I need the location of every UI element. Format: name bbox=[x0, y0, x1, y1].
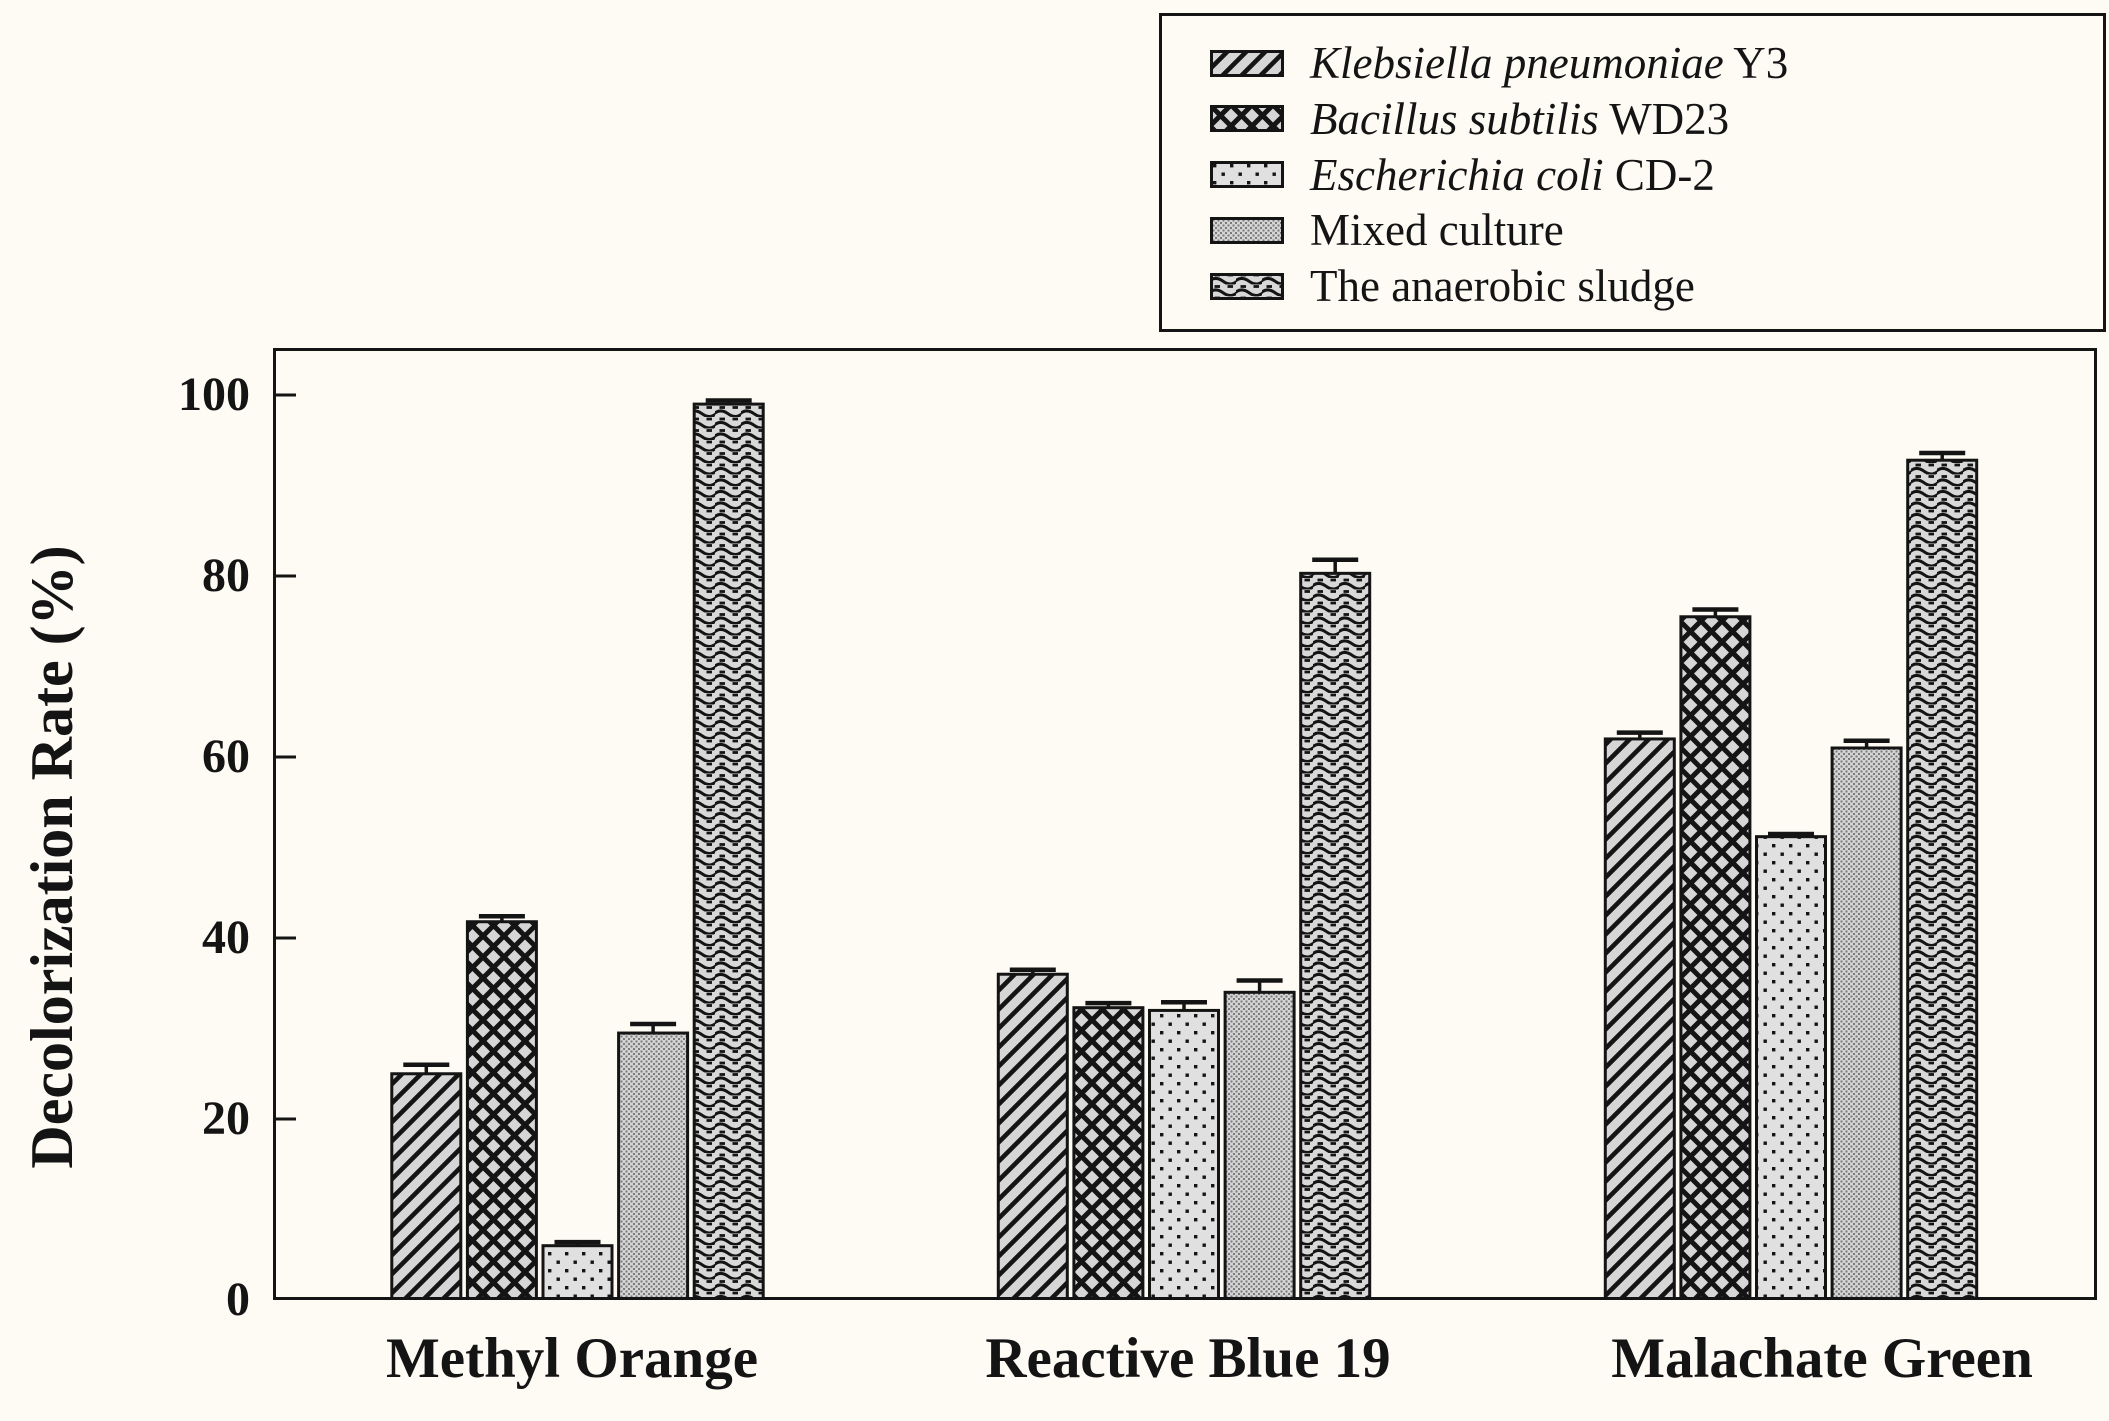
legend-swatch-fine-stipple bbox=[1210, 216, 1284, 244]
legend-label-species: Escherichia coli bbox=[1310, 149, 1604, 200]
legend-item: Escherichia coli CD-2 bbox=[1210, 150, 2089, 200]
y-tick-label: 20 bbox=[202, 1092, 250, 1145]
plot-area bbox=[273, 348, 2097, 1300]
y-tick-label: 80 bbox=[202, 549, 250, 602]
legend-item: Klebsiella pneumoniae Y3 bbox=[1210, 38, 2089, 88]
legend-label-strain: CD-2 bbox=[1614, 149, 1715, 200]
legend-label: Klebsiella pneumoniae Y3 bbox=[1310, 37, 1788, 89]
x-category-label: Malachate Green bbox=[1611, 1327, 2033, 1390]
legend: Klebsiella pneumoniae Y3 Bacillus subtil… bbox=[1159, 13, 2106, 332]
legend-label: Mixed culture bbox=[1310, 204, 1564, 256]
bar bbox=[692, 402, 765, 1300]
y-tick-label: 40 bbox=[202, 911, 250, 964]
legend-label-strain: The anaerobic sludge bbox=[1310, 261, 1695, 311]
legend-item: The anaerobic sludge bbox=[1210, 261, 2089, 311]
y-tick-label: 0 bbox=[226, 1273, 250, 1326]
bar bbox=[1830, 746, 1903, 1300]
bar-chart-canvas bbox=[273, 348, 2097, 1300]
legend-label-strain: WD23 bbox=[1609, 93, 1730, 144]
legend-swatch-crosshatch bbox=[1210, 105, 1284, 133]
legend-swatch-diagonal-hatch bbox=[1210, 49, 1284, 77]
legend-label: Escherichia coli CD-2 bbox=[1310, 149, 1715, 201]
legend-swatch-wave bbox=[1210, 272, 1284, 300]
y-tick-label: 100 bbox=[178, 368, 250, 421]
bar bbox=[996, 972, 1069, 1300]
bar bbox=[1148, 1008, 1220, 1300]
legend-label: The anaerobic sludge bbox=[1310, 260, 1695, 312]
bar bbox=[1603, 737, 1676, 1300]
y-tick-label: 60 bbox=[202, 730, 250, 783]
legend-label: Bacillus subtilis WD23 bbox=[1310, 93, 1729, 145]
y-axis-title: Decolorization Rate (%) bbox=[19, 545, 85, 1169]
bar bbox=[390, 1072, 463, 1300]
bar bbox=[1072, 1006, 1145, 1300]
bar bbox=[541, 1244, 614, 1300]
x-category-label: Reactive Blue 19 bbox=[985, 1327, 1391, 1390]
legend-item: Mixed culture bbox=[1210, 205, 2089, 255]
legend-item: Bacillus subtilis WD23 bbox=[1210, 94, 2089, 144]
bar bbox=[1679, 615, 1752, 1300]
bar bbox=[1906, 458, 1979, 1300]
bar bbox=[1223, 990, 1296, 1300]
legend-label-species: Klebsiella pneumoniae bbox=[1310, 38, 1724, 88]
legend-label-species: Bacillus subtilis bbox=[1310, 93, 1599, 144]
bar bbox=[465, 920, 538, 1300]
legend-swatch-dots bbox=[1210, 161, 1284, 188]
legend-label-strain: Mixed culture bbox=[1310, 205, 1564, 256]
bar bbox=[1755, 835, 1827, 1300]
x-category-label: Methyl Orange bbox=[385, 1327, 759, 1390]
bar bbox=[1299, 571, 1372, 1300]
bar bbox=[617, 1031, 690, 1300]
legend-label-strain: Y3 bbox=[1733, 38, 1789, 88]
